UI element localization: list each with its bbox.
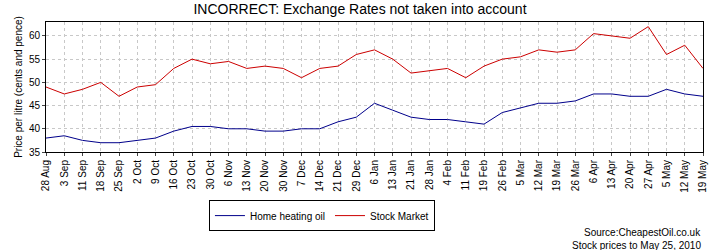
svg-text:13 Nov: 13 Nov — [241, 160, 252, 192]
svg-text:55: 55 — [29, 54, 41, 65]
svg-text:25 Sep: 25 Sep — [113, 160, 124, 192]
svg-text:50: 50 — [29, 77, 41, 88]
svg-text:28 Jan: 28 Jan — [424, 160, 435, 190]
svg-text:5 Mar: 5 Mar — [515, 159, 526, 185]
svg-text:3 Sep: 3 Sep — [59, 160, 70, 187]
svg-text:21 Dec: 21 Dec — [332, 160, 343, 192]
svg-text:35: 35 — [29, 147, 41, 158]
svg-text:12 May: 12 May — [679, 160, 690, 193]
svg-text:Source:CheapestOil.co.uk: Source:CheapestOil.co.uk — [584, 227, 701, 238]
svg-text:60: 60 — [29, 30, 41, 41]
svg-text:12 Mar: 12 Mar — [533, 159, 544, 191]
svg-text:Stock Market: Stock Market — [370, 211, 429, 222]
svg-text:28 Aug: 28 Aug — [40, 160, 51, 191]
svg-text:14 Dec: 14 Dec — [314, 160, 325, 192]
svg-text:26 Feb: 26 Feb — [497, 160, 508, 192]
svg-text:Home heating oil: Home heating oil — [250, 211, 325, 222]
svg-text:5 May: 5 May — [661, 160, 672, 187]
svg-text:23 Oct: 23 Oct — [186, 160, 197, 190]
svg-text:7 Dec: 7 Dec — [296, 160, 307, 186]
svg-text:Stock prices to May 25, 2010: Stock prices to May 25, 2010 — [572, 240, 701, 250]
svg-text:INCORRECT: Exchange Rates not: INCORRECT: Exchange Rates not taken into… — [193, 1, 526, 17]
svg-text:30 Oct: 30 Oct — [205, 160, 216, 190]
svg-text:18 Sep: 18 Sep — [95, 160, 106, 192]
svg-text:19 Feb: 19 Feb — [478, 160, 489, 192]
svg-text:6 Apr: 6 Apr — [588, 159, 599, 183]
svg-text:19 May: 19 May — [697, 160, 708, 193]
svg-text:40: 40 — [29, 123, 41, 134]
svg-text:30 Nov: 30 Nov — [278, 160, 289, 192]
svg-text:20 Nov: 20 Nov — [259, 160, 270, 192]
svg-text:21 Jan: 21 Jan — [405, 160, 416, 190]
svg-text:20 Apr: 20 Apr — [624, 159, 635, 189]
svg-text:6 Nov: 6 Nov — [223, 160, 234, 186]
svg-text:13 Apr: 13 Apr — [606, 159, 617, 189]
svg-text:29 Dec: 29 Dec — [351, 160, 362, 192]
svg-text:11 Feb: 11 Feb — [460, 160, 471, 191]
svg-text:19 Mar: 19 Mar — [551, 159, 562, 191]
svg-text:Price per litre (cents and pen: Price per litre (cents and pence) — [13, 16, 24, 158]
svg-text:4 Feb: 4 Feb — [442, 160, 453, 186]
svg-text:6 Jan: 6 Jan — [369, 160, 380, 184]
svg-text:16 Oct: 16 Oct — [168, 160, 179, 190]
svg-text:27 Apr: 27 Apr — [643, 159, 654, 189]
svg-text:2 Oct: 2 Oct — [132, 160, 143, 184]
svg-text:26 Mar: 26 Mar — [570, 159, 581, 191]
svg-text:45: 45 — [29, 100, 41, 111]
svg-text:11 Sep: 11 Sep — [77, 160, 88, 191]
svg-text:13 Jan: 13 Jan — [387, 160, 398, 190]
svg-text:9 Oct: 9 Oct — [150, 160, 161, 184]
